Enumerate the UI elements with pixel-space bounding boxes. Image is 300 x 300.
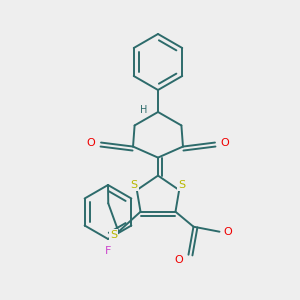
Text: S: S bbox=[178, 180, 186, 190]
Text: O: O bbox=[87, 138, 95, 148]
Text: O: O bbox=[220, 138, 229, 148]
Text: S: S bbox=[130, 180, 137, 190]
Text: O: O bbox=[223, 227, 232, 237]
Text: O: O bbox=[174, 255, 183, 265]
Text: H: H bbox=[140, 105, 148, 115]
Text: S: S bbox=[110, 230, 117, 240]
Text: F: F bbox=[105, 246, 111, 256]
